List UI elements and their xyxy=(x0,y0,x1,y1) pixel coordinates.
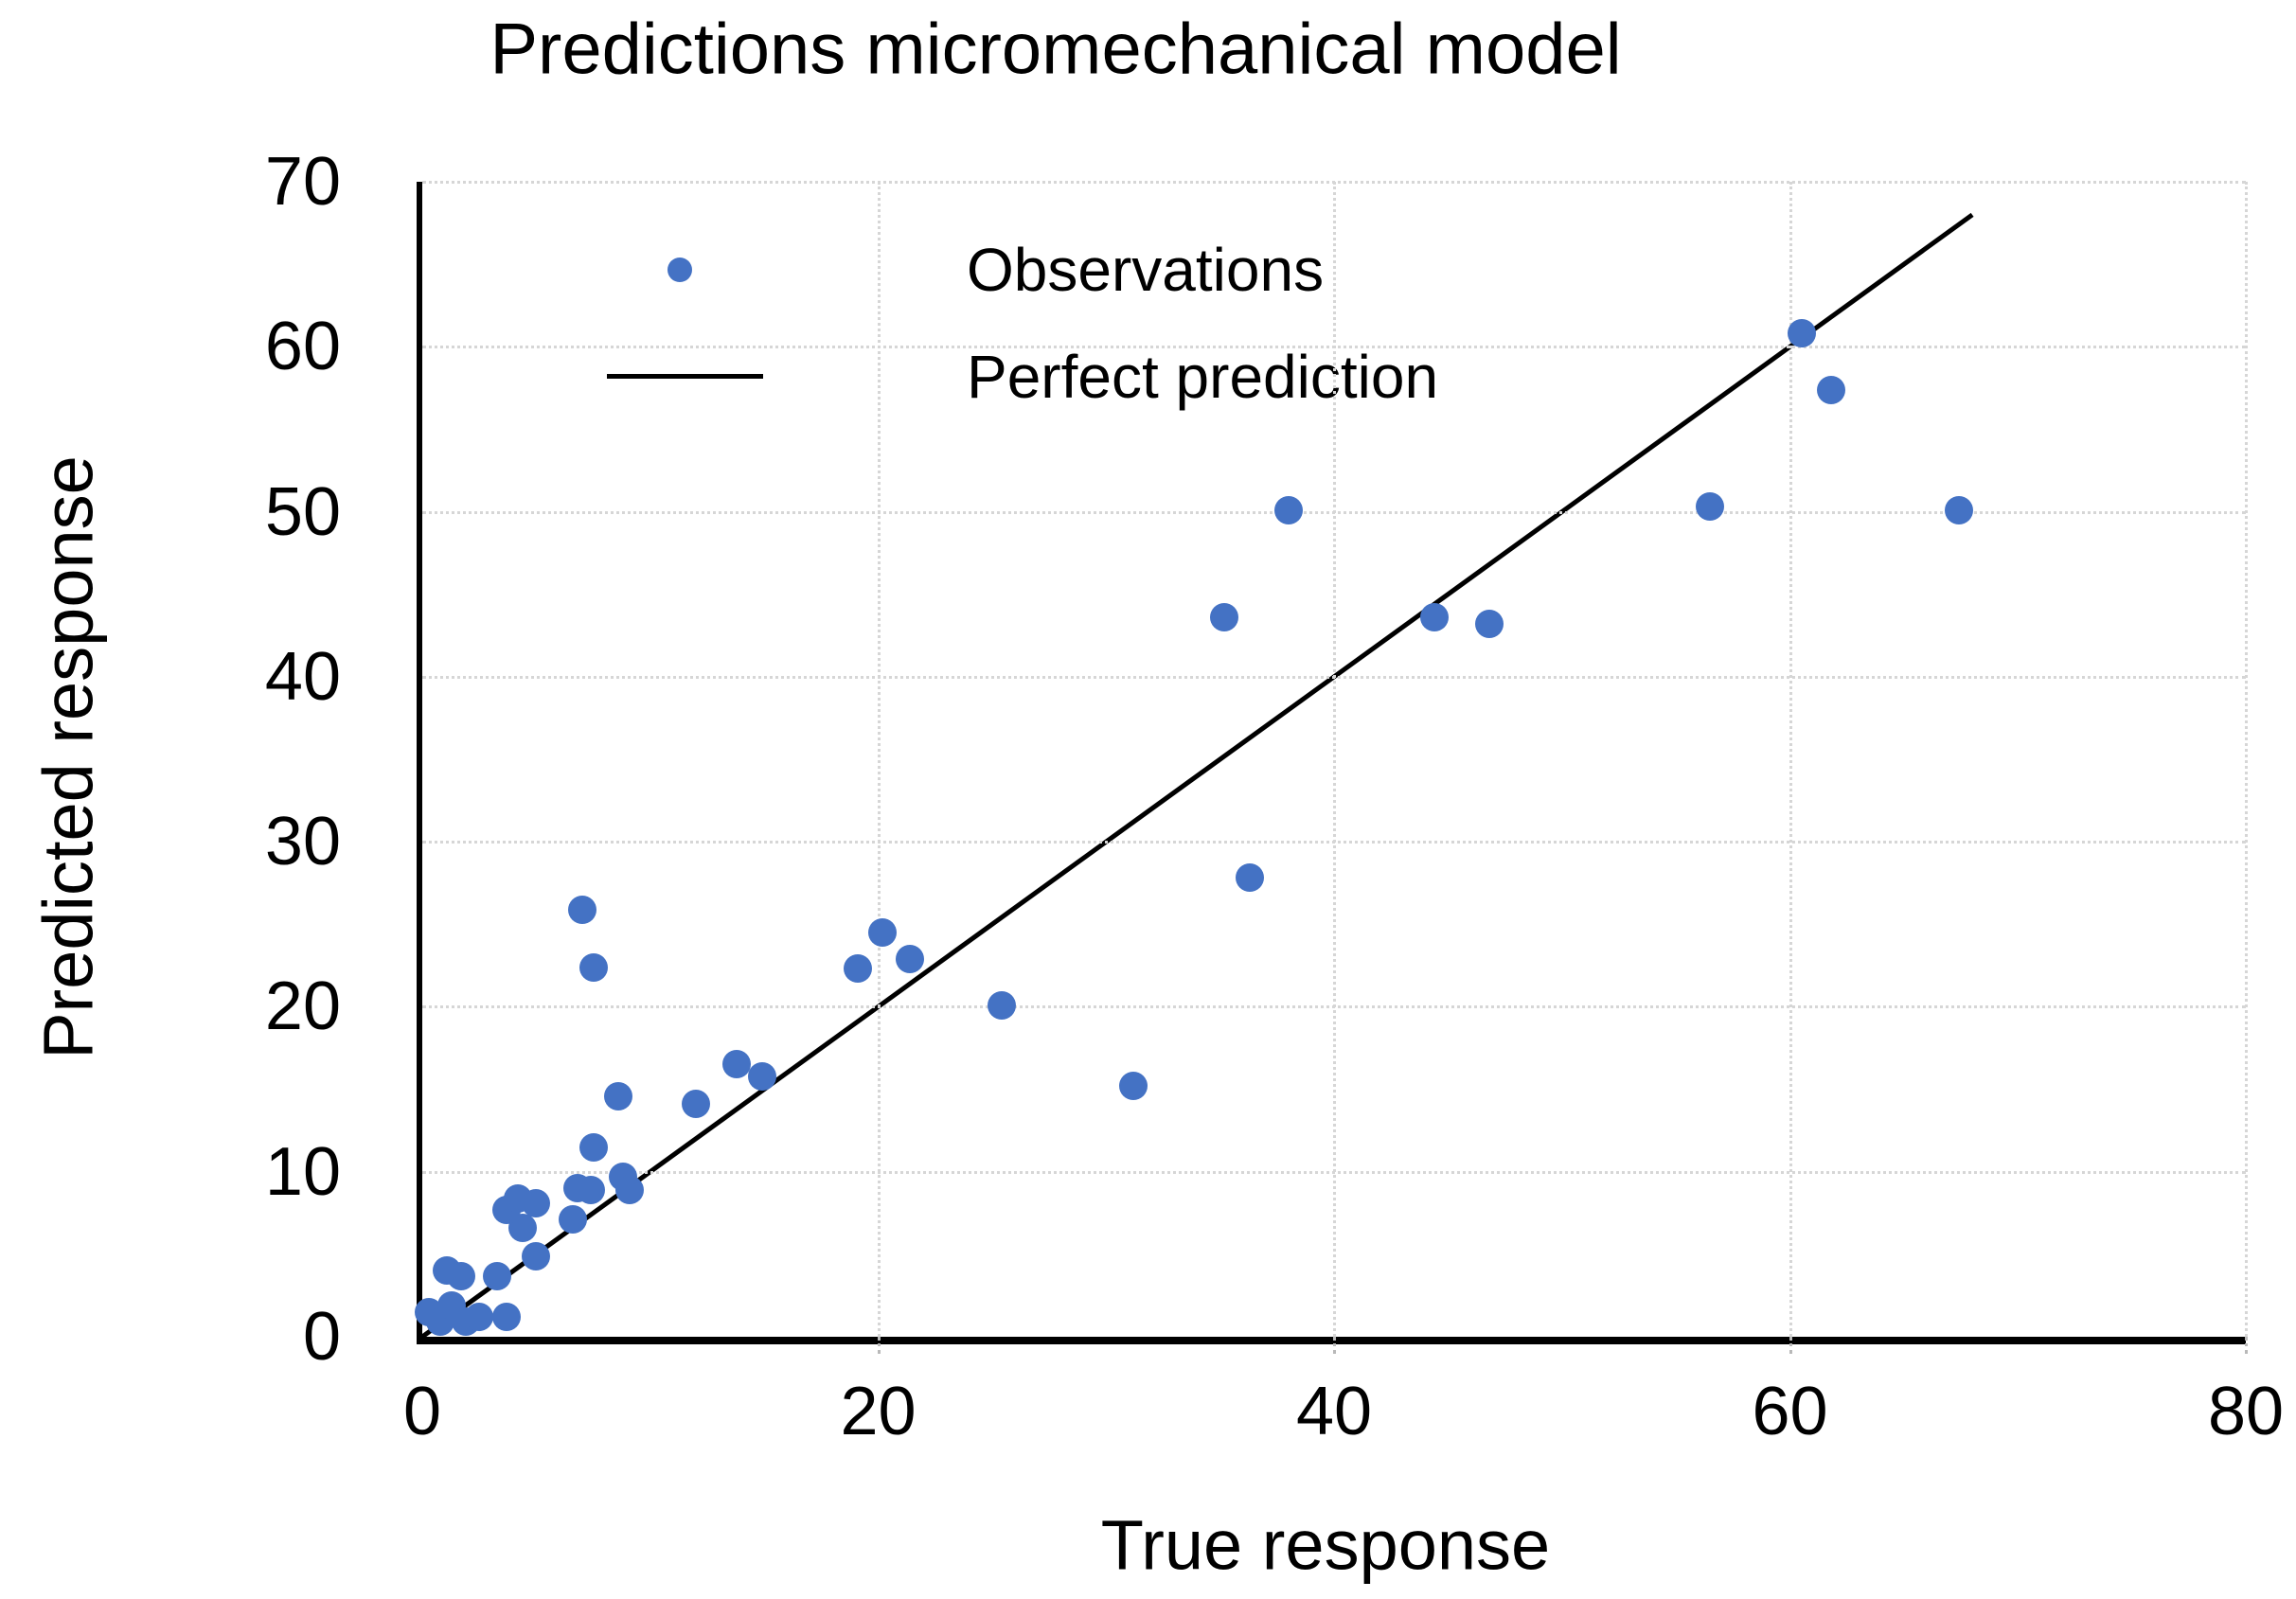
data-point xyxy=(615,1175,645,1204)
data-point xyxy=(1816,375,1845,404)
y-tick-label-50: 50 xyxy=(264,473,341,550)
data-point xyxy=(483,1261,512,1290)
data-point xyxy=(558,1205,587,1235)
legend-label: Perfect prediction xyxy=(967,343,1439,411)
x-tick-label-60: 60 xyxy=(1752,1374,1828,1449)
legend-line-icon xyxy=(607,374,763,379)
chart-title: Predictions micromechanical model xyxy=(489,9,1622,90)
data-point xyxy=(446,1261,475,1290)
x-tick-mark-20 xyxy=(877,1337,881,1354)
x-tick-label-0: 0 xyxy=(402,1374,442,1449)
data-point xyxy=(567,895,596,924)
gridline-x-60 xyxy=(1789,182,1792,1337)
data-point xyxy=(896,944,925,973)
x-tick-label-80: 80 xyxy=(2207,1374,2285,1449)
data-point xyxy=(604,1081,633,1110)
data-point xyxy=(1944,495,1973,524)
data-point xyxy=(1696,492,1725,522)
y-tick-label-70: 70 xyxy=(264,144,341,220)
x-tick-label-40: 40 xyxy=(1295,1374,1373,1449)
data-point xyxy=(747,1061,776,1091)
data-point xyxy=(522,1241,551,1270)
data-point xyxy=(722,1050,752,1079)
y-tick-label-10: 10 xyxy=(264,1133,341,1210)
data-point xyxy=(1273,495,1303,524)
y-tick-label-40: 40 xyxy=(264,638,341,715)
x-tick-mark-40 xyxy=(1333,1337,1336,1354)
gridline-x-80 xyxy=(2245,182,2248,1337)
data-point xyxy=(868,918,898,947)
gridline-x-40 xyxy=(1333,182,1336,1337)
data-point xyxy=(522,1188,551,1217)
x-tick-mark-80 xyxy=(2245,1337,2248,1354)
data-point xyxy=(1210,603,1239,632)
gridline-x-20 xyxy=(877,182,881,1337)
y-tick-label-60: 60 xyxy=(264,309,341,385)
data-point xyxy=(1787,319,1816,348)
y-tick-label-30: 30 xyxy=(264,804,341,880)
legend-label: Observations xyxy=(967,236,1325,304)
data-point xyxy=(578,952,608,982)
y-tick-label-0: 0 xyxy=(302,1299,341,1375)
perfect-prediction-line xyxy=(420,212,1974,1340)
x-tick-mark-60 xyxy=(1789,1337,1792,1354)
plot-area: Observations Perfect prediction 0 10 20 30 40… xyxy=(265,144,2284,1449)
data-point xyxy=(843,954,872,984)
data-point xyxy=(1119,1072,1148,1101)
y-tick-label-20: 20 xyxy=(264,968,341,1045)
data-point xyxy=(1235,863,1264,893)
data-point xyxy=(1419,603,1449,632)
data-point xyxy=(492,1303,522,1332)
data-point xyxy=(987,990,1016,1020)
x-tick-label-20: 20 xyxy=(840,1374,917,1449)
data-point xyxy=(681,1090,710,1119)
x-axis-title: True response xyxy=(1100,1505,1551,1585)
legend-marker-icon xyxy=(667,258,692,282)
data-point xyxy=(577,1175,606,1204)
y-axis-title: Predicted response xyxy=(28,455,108,1059)
data-point xyxy=(578,1132,608,1162)
data-point xyxy=(465,1303,494,1332)
data-point xyxy=(1474,610,1504,639)
